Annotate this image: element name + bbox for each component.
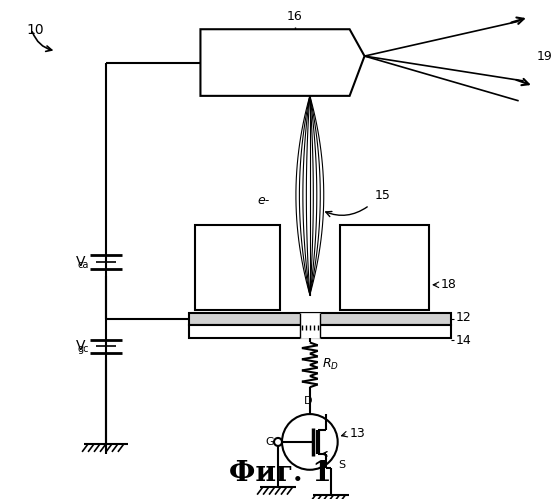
Text: V: V — [76, 340, 85, 353]
Text: 15: 15 — [375, 189, 390, 202]
Text: 16: 16 — [287, 10, 303, 24]
Text: V: V — [76, 255, 85, 269]
Text: $R_D$: $R_D$ — [322, 358, 339, 372]
Text: gc: gc — [78, 344, 89, 354]
Text: 10: 10 — [26, 24, 44, 38]
Text: 19: 19 — [536, 50, 552, 62]
Text: S: S — [339, 460, 346, 470]
Text: ca: ca — [78, 260, 89, 270]
Text: 18: 18 — [441, 278, 457, 291]
Bar — [340, 225, 429, 310]
Bar — [300, 312, 320, 338]
Text: 14: 14 — [456, 334, 472, 347]
Bar — [189, 324, 451, 338]
Text: Фиг. 1: Фиг. 1 — [228, 460, 332, 486]
Text: G: G — [265, 437, 274, 447]
Circle shape — [274, 438, 282, 446]
Text: 12: 12 — [456, 311, 472, 324]
Bar — [189, 312, 451, 324]
Text: D: D — [304, 396, 312, 406]
Text: 13: 13 — [349, 428, 365, 440]
Bar — [195, 225, 280, 310]
Text: e-: e- — [258, 194, 270, 207]
